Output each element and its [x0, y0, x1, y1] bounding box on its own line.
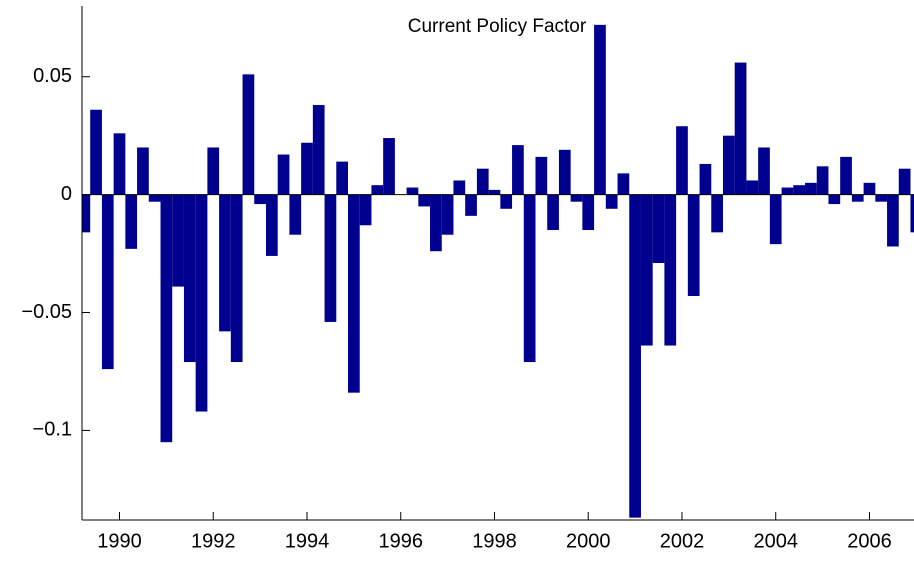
bar	[875, 194, 888, 202]
bar	[793, 185, 806, 195]
bar	[781, 187, 794, 195]
bar	[265, 194, 278, 256]
bar	[535, 156, 548, 195]
bar	[82, 194, 91, 233]
bar	[570, 194, 583, 202]
bar	[371, 185, 384, 195]
bar	[617, 173, 630, 195]
x-tick-label: 2006	[847, 530, 892, 552]
bar	[500, 194, 513, 209]
x-tick-label: 1994	[285, 530, 330, 552]
bar	[512, 145, 524, 195]
y-tick-label: −0.1	[33, 419, 72, 441]
bar	[746, 180, 759, 195]
bar	[523, 194, 536, 363]
bar	[547, 194, 559, 230]
bar	[301, 142, 313, 195]
bar	[277, 154, 290, 195]
bar	[594, 24, 606, 195]
bar	[324, 194, 337, 322]
bar	[605, 194, 618, 209]
bar	[734, 62, 747, 195]
y-tick-label: −0.05	[21, 301, 72, 323]
bar	[242, 74, 255, 195]
y-tick-label: 0.05	[33, 65, 72, 87]
bar	[336, 161, 349, 195]
bar	[699, 163, 712, 195]
bar	[172, 194, 184, 287]
x-tick-label: 2002	[660, 530, 705, 552]
bar	[910, 194, 914, 233]
bar	[453, 180, 466, 195]
bar	[183, 194, 196, 363]
bar	[840, 156, 852, 195]
bar	[125, 194, 138, 249]
bar	[898, 168, 911, 195]
bar	[219, 194, 231, 332]
y-tick-label: 0	[61, 183, 72, 205]
bar	[254, 194, 266, 205]
bar	[230, 194, 243, 363]
bar	[359, 194, 372, 226]
bar	[312, 105, 325, 195]
bar	[383, 138, 395, 195]
x-tick-label: 1996	[378, 530, 423, 552]
bar	[90, 109, 102, 195]
bar	[816, 166, 829, 195]
bar	[558, 149, 571, 195]
x-tick-label: 1998	[472, 530, 517, 552]
x-tick-label: 1992	[191, 530, 236, 552]
bar	[676, 126, 688, 195]
bar	[582, 194, 595, 230]
bar	[465, 194, 477, 216]
bar	[863, 182, 876, 195]
bar	[113, 133, 126, 195]
bar	[160, 194, 173, 443]
bar	[488, 189, 501, 195]
bar	[758, 147, 770, 195]
bar	[711, 194, 723, 233]
bar	[887, 194, 899, 247]
bars	[82, 24, 914, 518]
bar	[476, 168, 489, 195]
bar	[652, 194, 665, 263]
bar	[101, 194, 114, 370]
bar	[207, 147, 220, 195]
bar	[430, 194, 442, 252]
bar	[722, 135, 735, 195]
bar	[406, 187, 419, 195]
bar	[828, 194, 841, 205]
bar	[805, 182, 817, 195]
bar	[687, 194, 700, 297]
bar	[629, 194, 641, 518]
x-tick-label: 1990	[97, 530, 142, 552]
chart-title: Current Policy Factor	[408, 16, 587, 37]
x-tick-label: 2004	[753, 530, 798, 552]
bar	[851, 194, 864, 202]
bar	[640, 194, 653, 346]
bar	[137, 147, 149, 195]
bar	[289, 194, 302, 235]
bar	[664, 194, 677, 346]
x-tick-label: 2000	[566, 530, 611, 552]
bar	[418, 194, 431, 207]
bar	[148, 194, 161, 202]
bar	[769, 194, 782, 245]
bar	[348, 194, 360, 393]
bar	[441, 194, 454, 235]
bar	[195, 194, 208, 412]
